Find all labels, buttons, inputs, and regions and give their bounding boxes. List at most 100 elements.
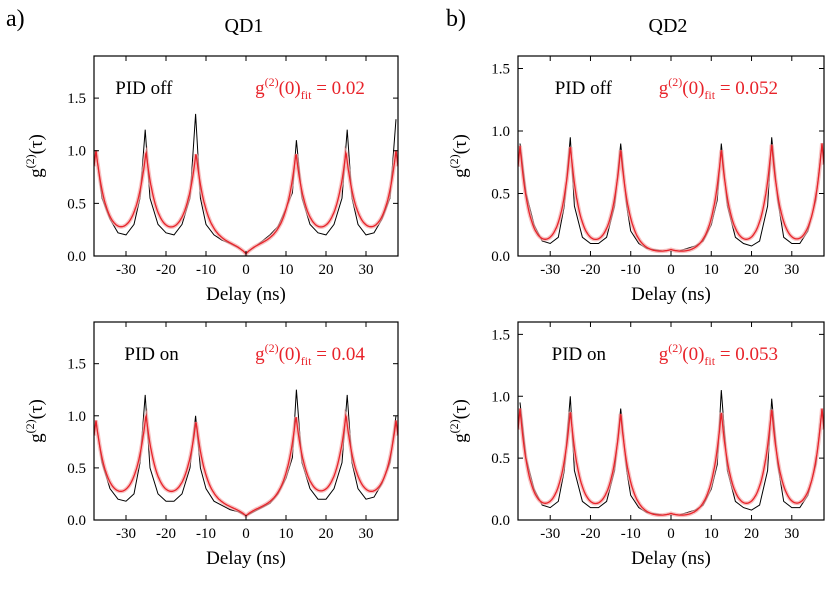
y-tick-label: 0.0 — [67, 513, 86, 529]
state-label: PID on — [124, 344, 179, 365]
x-tick-label: -30 — [540, 526, 560, 542]
x-axis-label: Delay (ns) — [631, 284, 711, 305]
y-label-g: g — [26, 433, 47, 443]
fit-label-sup: (2) — [668, 341, 682, 355]
y-tick-label: 0.5 — [67, 196, 86, 212]
x-tick-label: 20 — [319, 262, 334, 278]
x-axis-label: Delay (ns) — [206, 548, 286, 569]
y-tick-label: 1.5 — [491, 62, 510, 78]
y-label-sup: (2) — [23, 419, 37, 433]
y-label-sup: (2) — [447, 419, 461, 433]
fit-line — [518, 143, 824, 252]
y-tick-label: 0.5 — [67, 461, 86, 477]
panel-letter-b: b) — [446, 6, 466, 32]
y-tick-label: 0.5 — [491, 451, 510, 467]
x-tick-label: -20 — [580, 526, 600, 542]
column-title-qd2: QD2 — [649, 15, 688, 37]
x-tick-label: 0 — [242, 262, 250, 278]
fit-line — [518, 408, 824, 516]
y-label-g: g — [450, 433, 471, 443]
fit-value-label: g(2)(0)fit = 0.02 — [255, 75, 365, 102]
y-axis-label: g(2)(τ) — [23, 399, 47, 443]
fit-label-value: = 0.04 — [311, 344, 365, 365]
x-tick-label: 20 — [319, 526, 334, 542]
x-tick-label: -10 — [621, 262, 641, 278]
y-tick-label: 1.0 — [491, 389, 510, 405]
fit-value-label: g(2)(0)fit = 0.052 — [659, 75, 778, 102]
fit-value-label: g(2)(0)fit = 0.04 — [255, 341, 365, 368]
state-label: PID off — [115, 78, 173, 99]
x-tick-label: -20 — [156, 526, 176, 542]
fit-label-mid: (0) — [279, 344, 301, 365]
x-tick-label: 0 — [242, 526, 250, 542]
x-tick-label: -20 — [580, 262, 600, 278]
fit-label-sup: (2) — [265, 75, 279, 89]
fit-label-value: = 0.052 — [715, 78, 778, 99]
y-tick-label: 1.5 — [491, 327, 510, 343]
y-tick-label: 0.0 — [67, 249, 86, 265]
y-label-g: g — [450, 168, 471, 178]
x-tick-label: -10 — [621, 526, 641, 542]
fit-label-g: g — [659, 78, 669, 99]
x-tick-label: -10 — [196, 526, 216, 542]
fit-label-sub: fit — [704, 354, 715, 368]
x-tick-label: 10 — [704, 526, 719, 542]
x-tick-label: 0 — [667, 526, 675, 542]
fit-label-mid: (0) — [279, 78, 301, 99]
state-label: PID on — [552, 344, 607, 365]
y-axis-label: g(2)(τ) — [447, 134, 471, 178]
x-tick-label: -30 — [116, 526, 136, 542]
x-tick-label: -30 — [540, 262, 560, 278]
fit-label-mid: (0) — [682, 344, 704, 365]
y-label-sup: (2) — [23, 154, 37, 168]
x-tick-label: 10 — [279, 526, 294, 542]
y-tick-label: 0.0 — [491, 513, 510, 529]
x-tick-label: -30 — [116, 262, 136, 278]
x-axis-label: Delay (ns) — [631, 548, 711, 569]
y-label-rest: (τ) — [450, 134, 471, 154]
fit-label-value: = 0.053 — [715, 344, 778, 365]
x-tick-label: 0 — [667, 262, 675, 278]
x-tick-label: -10 — [196, 262, 216, 278]
x-tick-label: 30 — [784, 262, 799, 278]
fit-label-g: g — [255, 78, 265, 99]
fit-label-sup: (2) — [668, 75, 682, 89]
column-title-qd1: QD1 — [225, 15, 264, 37]
y-label-g: g — [26, 168, 47, 178]
fit-label-sub: fit — [301, 354, 312, 368]
y-tick-label: 1.0 — [491, 124, 510, 140]
x-tick-label: 20 — [744, 262, 759, 278]
state-label: PID off — [555, 78, 613, 99]
x-axis-label: Delay (ns) — [206, 284, 286, 305]
fit-label-sub: fit — [301, 88, 312, 102]
fit-label-sub: fit — [704, 88, 715, 102]
x-tick-label: 30 — [359, 262, 374, 278]
y-tick-label: 1.5 — [67, 91, 86, 107]
y-label-rest: (τ) — [26, 134, 47, 154]
y-axis-label: g(2)(τ) — [23, 134, 47, 178]
fit-label-g: g — [659, 344, 669, 365]
y-tick-label: 1.0 — [67, 409, 86, 425]
x-tick-label: 10 — [704, 262, 719, 278]
x-tick-label: -20 — [156, 262, 176, 278]
y-label-rest: (τ) — [26, 399, 47, 419]
fit-value-label: g(2)(0)fit = 0.053 — [659, 341, 778, 368]
fit-label-value: = 0.02 — [311, 78, 364, 99]
y-tick-label: 0.5 — [491, 187, 510, 203]
fit-label-mid: (0) — [682, 78, 704, 99]
fit-label-g: g — [255, 344, 265, 365]
panel-letter-a: a) — [6, 6, 25, 32]
y-label-rest: (τ) — [450, 399, 471, 419]
fit-label-sup: (2) — [265, 341, 279, 355]
y-label-sup: (2) — [447, 154, 461, 168]
x-tick-label: 20 — [744, 526, 759, 542]
x-tick-label: 30 — [784, 526, 799, 542]
y-tick-label: 1.5 — [67, 357, 86, 373]
x-tick-label: 30 — [359, 526, 374, 542]
y-tick-label: 0.0 — [491, 249, 510, 265]
